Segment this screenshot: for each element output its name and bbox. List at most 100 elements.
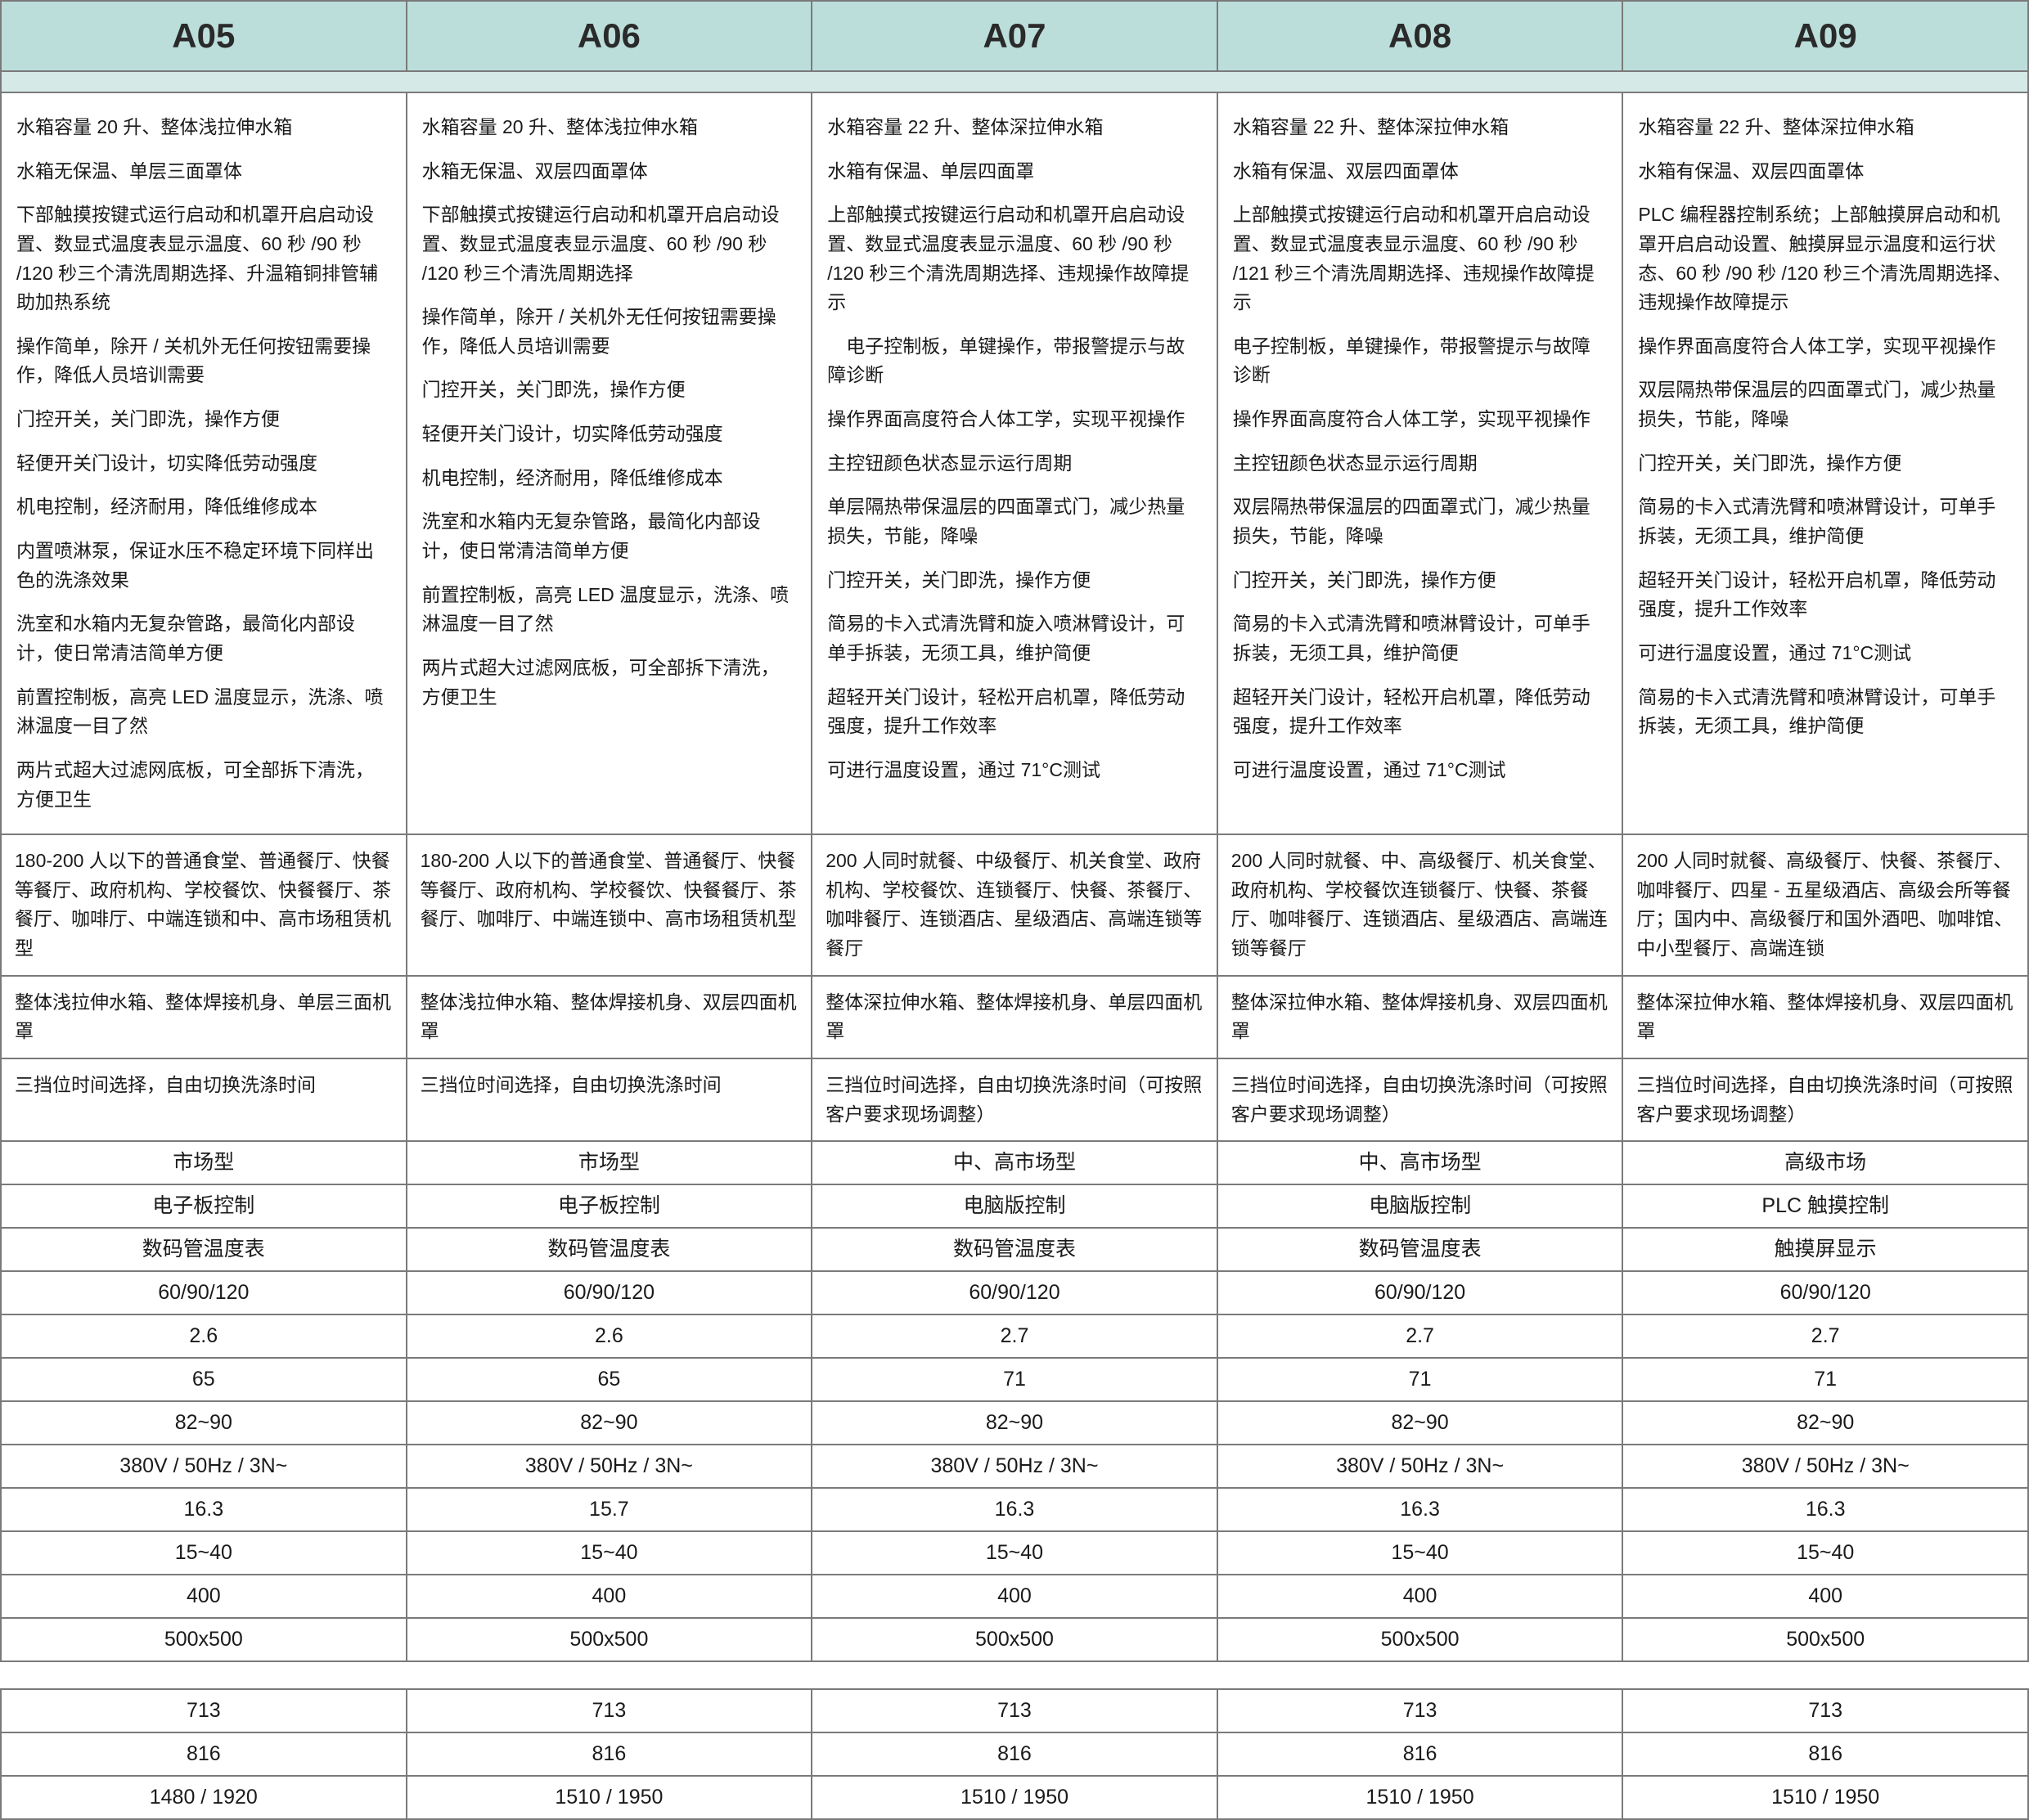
feature-line: 操作简单，除开 / 关机外无任何按钮需要操作，降低人员培训需要: [422, 303, 797, 361]
spec-cell: 82~90: [1, 1401, 407, 1445]
feature-line: 水箱无保温、单层三面罩体: [16, 157, 391, 186]
feature-line: 双层隔热带保温层的四面罩式门，减少热量损失，节能，降噪: [1233, 492, 1608, 550]
spec-cell: 15~40: [407, 1531, 812, 1575]
feature-line: 机电控制，经济耐用，降低维修成本: [422, 464, 797, 493]
dim-cell: 816: [1217, 1732, 1623, 1776]
features-a05: 水箱容量 20 升、整体浅拉伸水箱水箱无保温、单层三面罩体下部触摸按键式运行启动…: [1, 92, 407, 834]
dim-rows-body: 7137137137137138168168168168161480 / 192…: [1, 1689, 2028, 1819]
feature-line: 单层隔热带保温层的四面罩式门，减少热量损失，节能，降噪: [827, 492, 1202, 550]
feature-line: 上部触摸式按键运行启动和机罩开启启动设置、数显式温度表显示温度、60 秒 /90…: [1233, 200, 1608, 317]
dim-cell: 1510 / 1950: [1622, 1776, 2028, 1819]
feature-line: 简易的卡入式清洗臂和旋入喷淋臂设计，可单手拆装，无须工具，维护简便: [827, 609, 1202, 667]
spec-cell: 400: [407, 1575, 812, 1618]
features-a09: 水箱容量 22 升、整体深拉伸水箱水箱有保温、双层四面罩体PLC 编程器控制系统…: [1622, 92, 2028, 834]
spec-cell: 高级市场: [1622, 1141, 2028, 1184]
spec-cell: 15~40: [1, 1531, 407, 1575]
feature-line: 内置喷淋泵，保证水压不稳定环境下同样出色的洗涤效果: [16, 537, 391, 595]
tank-body-row: 整体浅拉伸水箱、整体焊接机身、单层三面机罩 整体浅拉伸水箱、整体焊接机身、双层四…: [1, 976, 2028, 1058]
spec-cell: 触摸屏显示: [1622, 1228, 2028, 1271]
spec-cell: 500x500: [1, 1618, 407, 1661]
spec-cell: 380V / 50Hz / 3N~: [1217, 1445, 1623, 1488]
dim-row: 1480 / 19201510 / 19501510 / 19501510 / …: [1, 1776, 2028, 1819]
feature-line: 可进行温度设置，通过 71°C测试: [1638, 639, 2013, 668]
feature-line: 门控开关，关门即洗，操作方便: [827, 566, 1202, 595]
dim-row: 816816816816816: [1, 1732, 2028, 1776]
spec-cell: 2.6: [1, 1314, 407, 1358]
feature-line: 洗室和水箱内无复杂管路，最简化内部设计，使日常清洁简单方便: [422, 507, 797, 565]
feature-line: 两片式超大过滤网底板，可全部拆下清洗，方便卫生: [16, 756, 391, 814]
feature-line: 双层隔热带保温层的四面罩式门，减少热量损失，节能，降噪: [1638, 375, 2013, 434]
features-a07: 水箱容量 22 升、整体深拉伸水箱水箱有保温、单层四面罩上部触摸式按键运行启动和…: [812, 92, 1217, 834]
spec-row: 市场型市场型中、高市场型中、高市场型高级市场: [1, 1141, 2028, 1184]
feature-line: 简易的卡入式清洗臂和喷淋臂设计，可单手拆装，无须工具，维护简便: [1638, 492, 2013, 550]
dim-cell: 713: [1, 1689, 407, 1732]
feature-line: 上部触摸式按键运行启动和机罩开启启动设置、数显式温度表显示温度、60 秒 /90…: [827, 200, 1202, 317]
spec-cell: 15~40: [1217, 1531, 1623, 1575]
feature-line: 轻便开关门设计，切实降低劳动强度: [422, 420, 797, 449]
feature-line: 操作简单，除开 / 关机外无任何按钮需要操作，降低人员培训需要: [16, 332, 391, 390]
dim-cell: 816: [1622, 1732, 2028, 1776]
spec-cell: 400: [812, 1575, 1217, 1618]
feature-line: 门控开关，关门即洗，操作方便: [1638, 449, 2013, 479]
spec-cell: 15.7: [407, 1488, 812, 1531]
feature-line: 简易的卡入式清洗臂和喷淋臂设计，可单手拆装，无须工具，维护简便: [1638, 683, 2013, 741]
spec-row: 82~9082~9082~9082~9082~90: [1, 1401, 2028, 1445]
timing-row: 三挡位时间选择，自由切换洗涤时间 三挡位时间选择，自由切换洗涤时间 三挡位时间选…: [1, 1058, 2028, 1141]
feature-line: 两片式超大过滤网底板，可全部拆下清洗，方便卫生: [422, 654, 797, 712]
spec-cell: 数码管温度表: [1, 1228, 407, 1271]
spec-cell: 60/90/120: [1622, 1271, 2028, 1314]
spec-cell: 500x500: [1622, 1618, 2028, 1661]
spec-row: 数码管温度表数码管温度表数码管温度表数码管温度表触摸屏显示: [1, 1228, 2028, 1271]
feature-line: 门控开关，关门即洗，操作方便: [1233, 566, 1608, 595]
dim-cell: 1510 / 1950: [407, 1776, 812, 1819]
spec-cell: 380V / 50Hz / 3N~: [407, 1445, 812, 1488]
spec-cell: 71: [812, 1358, 1217, 1401]
feature-line: 电子控制板，单键操作，带报警提示与故障诊断: [1233, 332, 1608, 390]
spec-cell: 电脑版控制: [1217, 1184, 1623, 1228]
spec-cell: 电子板控制: [407, 1184, 812, 1228]
spec-cell: 中、高市场型: [812, 1141, 1217, 1184]
feature-line: 水箱容量 22 升、整体深拉伸水箱: [1233, 113, 1608, 142]
spec-cell: 中、高市场型: [1217, 1141, 1623, 1184]
feature-line: 操作界面高度符合人体工学，实现平视操作: [827, 405, 1202, 434]
spec-cell: 60/90/120: [812, 1271, 1217, 1314]
comparison-table-page: A05 A06 A07 A08 A09 水箱容量 20 升、整体浅拉伸水箱水箱无…: [0, 0, 2029, 1820]
spec-cell: 15~40: [812, 1531, 1217, 1575]
feature-line: 超轻开关门设计，轻松开启机罩，降低劳动强度，提升工作效率: [827, 683, 1202, 741]
spec-cell: 71: [1217, 1358, 1623, 1401]
dim-cell: 816: [407, 1732, 812, 1776]
feature-line: 下部触摸按键式运行启动和机罩开启启动设置、数显式温度表显示温度、60 秒 /90…: [16, 200, 391, 317]
spec-row: 400400400400400: [1, 1575, 2028, 1618]
gap-row: [1, 1661, 2028, 1689]
spec-rows-body: 市场型市场型中、高市场型中、高市场型高级市场电子板控制电子板控制电脑版控制电脑版…: [1, 1141, 2028, 1661]
spec-row: 380V / 50Hz / 3N~380V / 50Hz / 3N~380V /…: [1, 1445, 2028, 1488]
feature-line: 主控钮颜色状态显示运行周期: [1233, 449, 1608, 479]
spec-cell: 500x500: [1217, 1618, 1623, 1661]
feature-line: PLC 编程器控制系统；上部触摸屏启动和机罩开启启动设置、触摸屏显示温度和运行状…: [1638, 200, 2013, 317]
timing-a07: 三挡位时间选择，自由切换洗涤时间（可按照客户要求现场调整）: [812, 1058, 1217, 1141]
spec-cell: 82~90: [1622, 1401, 2028, 1445]
spec-row: 6565717171: [1, 1358, 2028, 1401]
feature-line: 电子控制板，单键操作，带报警提示与故障诊断: [827, 332, 1202, 390]
dim-cell: 816: [1, 1732, 407, 1776]
spec-cell: 15~40: [1622, 1531, 2028, 1575]
feature-line: 水箱容量 20 升、整体浅拉伸水箱: [16, 113, 391, 142]
spec-cell: 60/90/120: [1217, 1271, 1623, 1314]
spec-cell: 65: [407, 1358, 812, 1401]
feature-line: 简易的卡入式清洗臂和喷淋臂设计，可单手拆装，无须工具，维护简便: [1233, 609, 1608, 667]
col-header-a09: A09: [1622, 1, 2028, 71]
spec-cell: 82~90: [407, 1401, 812, 1445]
spec-cell: 数码管温度表: [407, 1228, 812, 1271]
col-header-a07: A07: [812, 1, 1217, 71]
spec-cell: 16.3: [812, 1488, 1217, 1531]
spec-cell: 16.3: [1622, 1488, 2028, 1531]
spec-cell: 2.7: [1217, 1314, 1623, 1358]
spec-row: 电子板控制电子板控制电脑版控制电脑版控制PLC 触摸控制: [1, 1184, 2028, 1228]
col-header-a05: A05: [1, 1, 407, 71]
spacer-row: [1, 71, 2028, 92]
feature-line: 可进行温度设置，通过 71°C测试: [1233, 756, 1608, 785]
spec-cell: 380V / 50Hz / 3N~: [812, 1445, 1217, 1488]
features-a06: 水箱容量 20 升、整体浅拉伸水箱水箱无保温、双层四面罩体下部触摸式按键运行启动…: [407, 92, 812, 834]
tank-a05: 整体浅拉伸水箱、整体焊接机身、单层三面机罩: [1, 976, 407, 1058]
feature-line: 水箱容量 22 升、整体深拉伸水箱: [827, 113, 1202, 142]
